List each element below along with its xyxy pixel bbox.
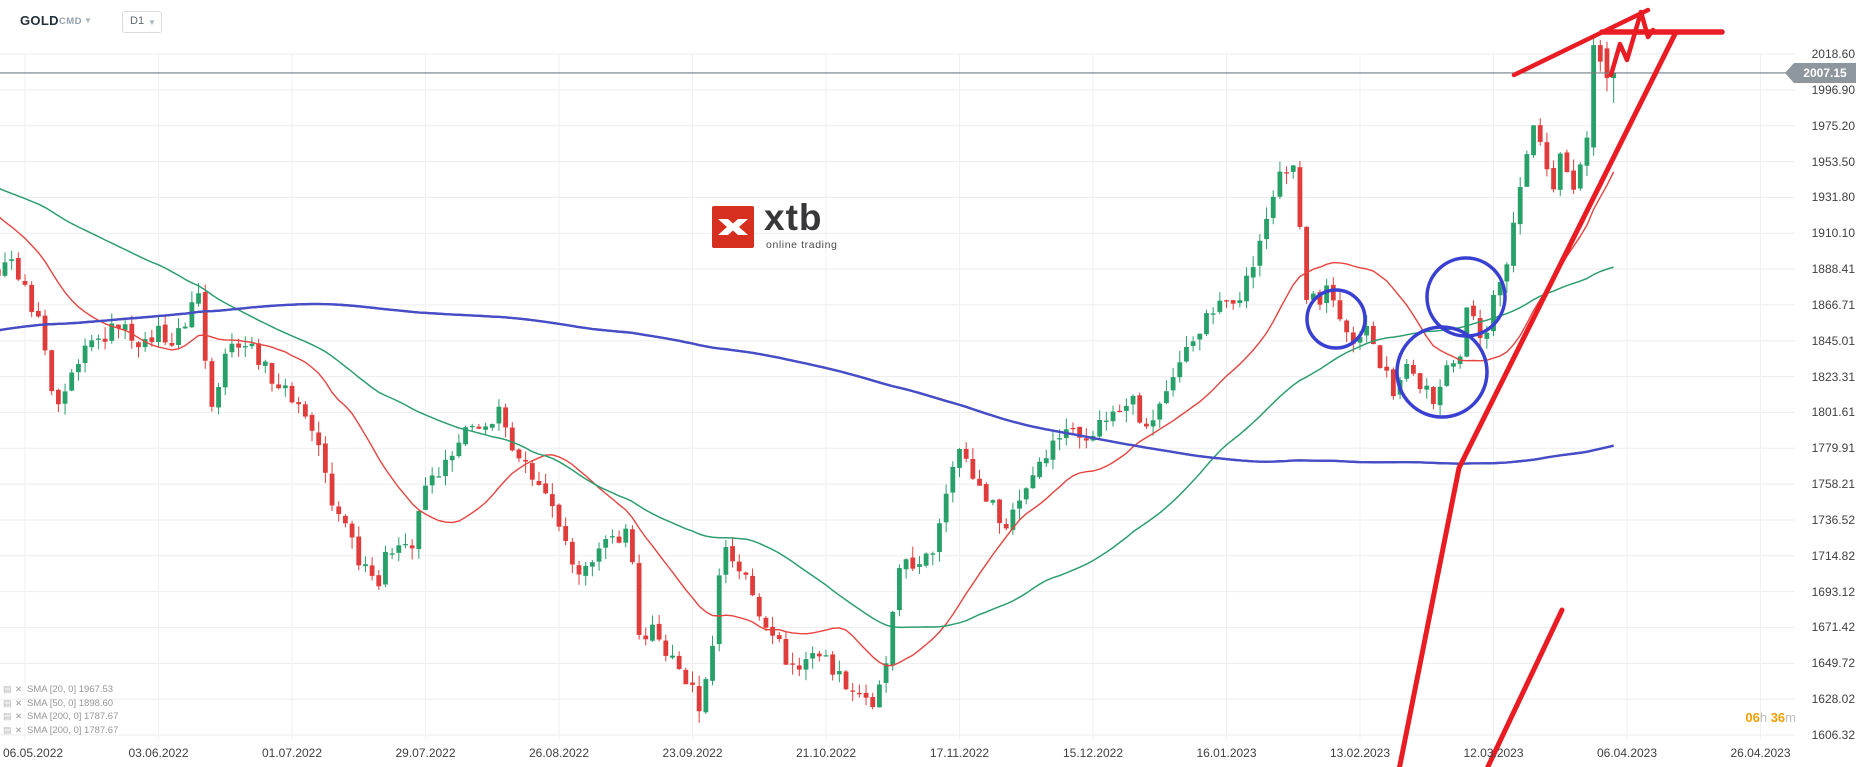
indicator-settings-icon[interactable]: ▤ <box>3 711 12 721</box>
indicator-row: ▤ ✕ SMA [50, 0] 1898.60 <box>3 693 118 709</box>
price-axis-label: 1888.41 <box>1811 262 1855 277</box>
xtb-watermark: xtb online trading <box>712 197 852 254</box>
date-axis-label: 16.01.2023 <box>1196 746 1257 760</box>
date-axis-label: 26.04.2023 <box>1730 746 1791 760</box>
price-axis-label: 1714.82 <box>1811 548 1855 563</box>
indicator-label: SMA [200, 0] 1787.67 <box>27 711 119 722</box>
price-axis-label: 1823.31 <box>1811 369 1855 384</box>
candle-close-countdown: 06h 36m <box>1745 710 1796 725</box>
instrument-market-suffix[interactable]: CMD <box>59 16 82 27</box>
date-axis-label: 15.12.2022 <box>1062 746 1124 760</box>
date-axis-label: 23.09.2022 <box>662 746 723 760</box>
indicator-row: ▤ ✕ SMA [20, 0] 1967.53 <box>3 679 118 695</box>
instrument-dropdown-caret-icon[interactable]: ▼ <box>84 16 92 25</box>
xtb-tagline: online trading <box>766 239 838 251</box>
price-axis-label: 1606.32 <box>1811 728 1855 742</box>
date-axis-label: 26.08.2022 <box>528 746 590 760</box>
countdown-minutes: 36 <box>1770 710 1786 725</box>
timeframe-dropdown-caret-icon: ▼ <box>148 18 156 27</box>
price-axis-label: 1975.20 <box>1811 118 1855 133</box>
price-axis-label: 1801.61 <box>1811 405 1855 420</box>
indicator-remove-icon[interactable]: ✕ <box>15 711 23 721</box>
countdown-hours: 06 <box>1745 710 1760 725</box>
indicator-row: ▤ ✕ SMA [200, 0] 1787.67 <box>3 720 119 736</box>
indicator-remove-icon[interactable]: ✕ <box>15 697 23 708</box>
price-axis-label: 1931.80 <box>1811 190 1855 205</box>
price-axis-label: 2018.60 <box>1811 47 1855 61</box>
price-axis-label: 1693.12 <box>1811 584 1855 599</box>
price-axis-label: 1758.21 <box>1811 477 1855 492</box>
xtb-logo-icon <box>712 206 754 248</box>
indicator-row: ▤ ✕ SMA [200, 0] 1787.67 <box>3 706 119 722</box>
date-axis-label: 06.04.2023 <box>1596 746 1658 760</box>
price-axis-label: 1671.42 <box>1811 620 1855 635</box>
indicator-remove-icon[interactable]: ✕ <box>15 684 23 694</box>
date-axis-label: 03.06.2022 <box>128 746 189 760</box>
indicator-label: SMA [20, 0] 1967.53 <box>27 684 114 695</box>
xtb-brand-text: xtb <box>764 197 823 238</box>
price-axis-label: 1736.52 <box>1811 512 1855 527</box>
date-axis-label: 17.11.2022 <box>929 746 990 760</box>
price-axis-label: 1866.71 <box>1811 297 1855 312</box>
indicator-legend: ▤ ✕ SMA [20, 0] 1967.53 ▤ ✕ SMA [50, 0] 1898.… <box>3 679 119 736</box>
indicator-settings-icon[interactable]: ▤ <box>3 724 12 735</box>
instrument-symbol[interactable]: GOLD <box>20 13 59 28</box>
price-axis-label: 1953.50 <box>1811 154 1855 169</box>
date-axis-label: 01.07.2022 <box>261 746 323 760</box>
indicator-settings-icon[interactable]: ▤ <box>3 697 12 708</box>
price-axis-label: 1910.10 <box>1811 226 1855 241</box>
date-axis-label: 29.07.2022 <box>395 746 456 760</box>
indicator-remove-icon[interactable]: ✕ <box>15 724 23 735</box>
date-axis-label: 06.05.2022 <box>3 746 64 760</box>
date-axis-label: 13.02.2023 <box>1329 746 1391 760</box>
price-axis-label: 1628.02 <box>1811 692 1855 707</box>
price-axis-label: 1996.90 <box>1811 82 1855 97</box>
indicator-settings-icon[interactable]: ▤ <box>3 684 12 694</box>
timeframe-selector[interactable]: D1 ▼ <box>122 11 162 33</box>
price-axis-label: 1845.01 <box>1811 333 1855 348</box>
price-axis-label: 1779.91 <box>1811 441 1855 456</box>
current-price-tag: 2007.15 <box>1785 62 1856 83</box>
price-axis-label: 1649.72 <box>1811 656 1855 671</box>
timeframe-value: D1 <box>130 15 145 27</box>
date-axis-label: 12.03.2023 <box>1463 746 1524 760</box>
indicator-label: SMA [50, 0] 1898.60 <box>27 697 114 709</box>
date-axis-label: 21.10.2022 <box>795 746 857 760</box>
indicator-label: SMA [200, 0] 1787.67 <box>27 724 119 736</box>
